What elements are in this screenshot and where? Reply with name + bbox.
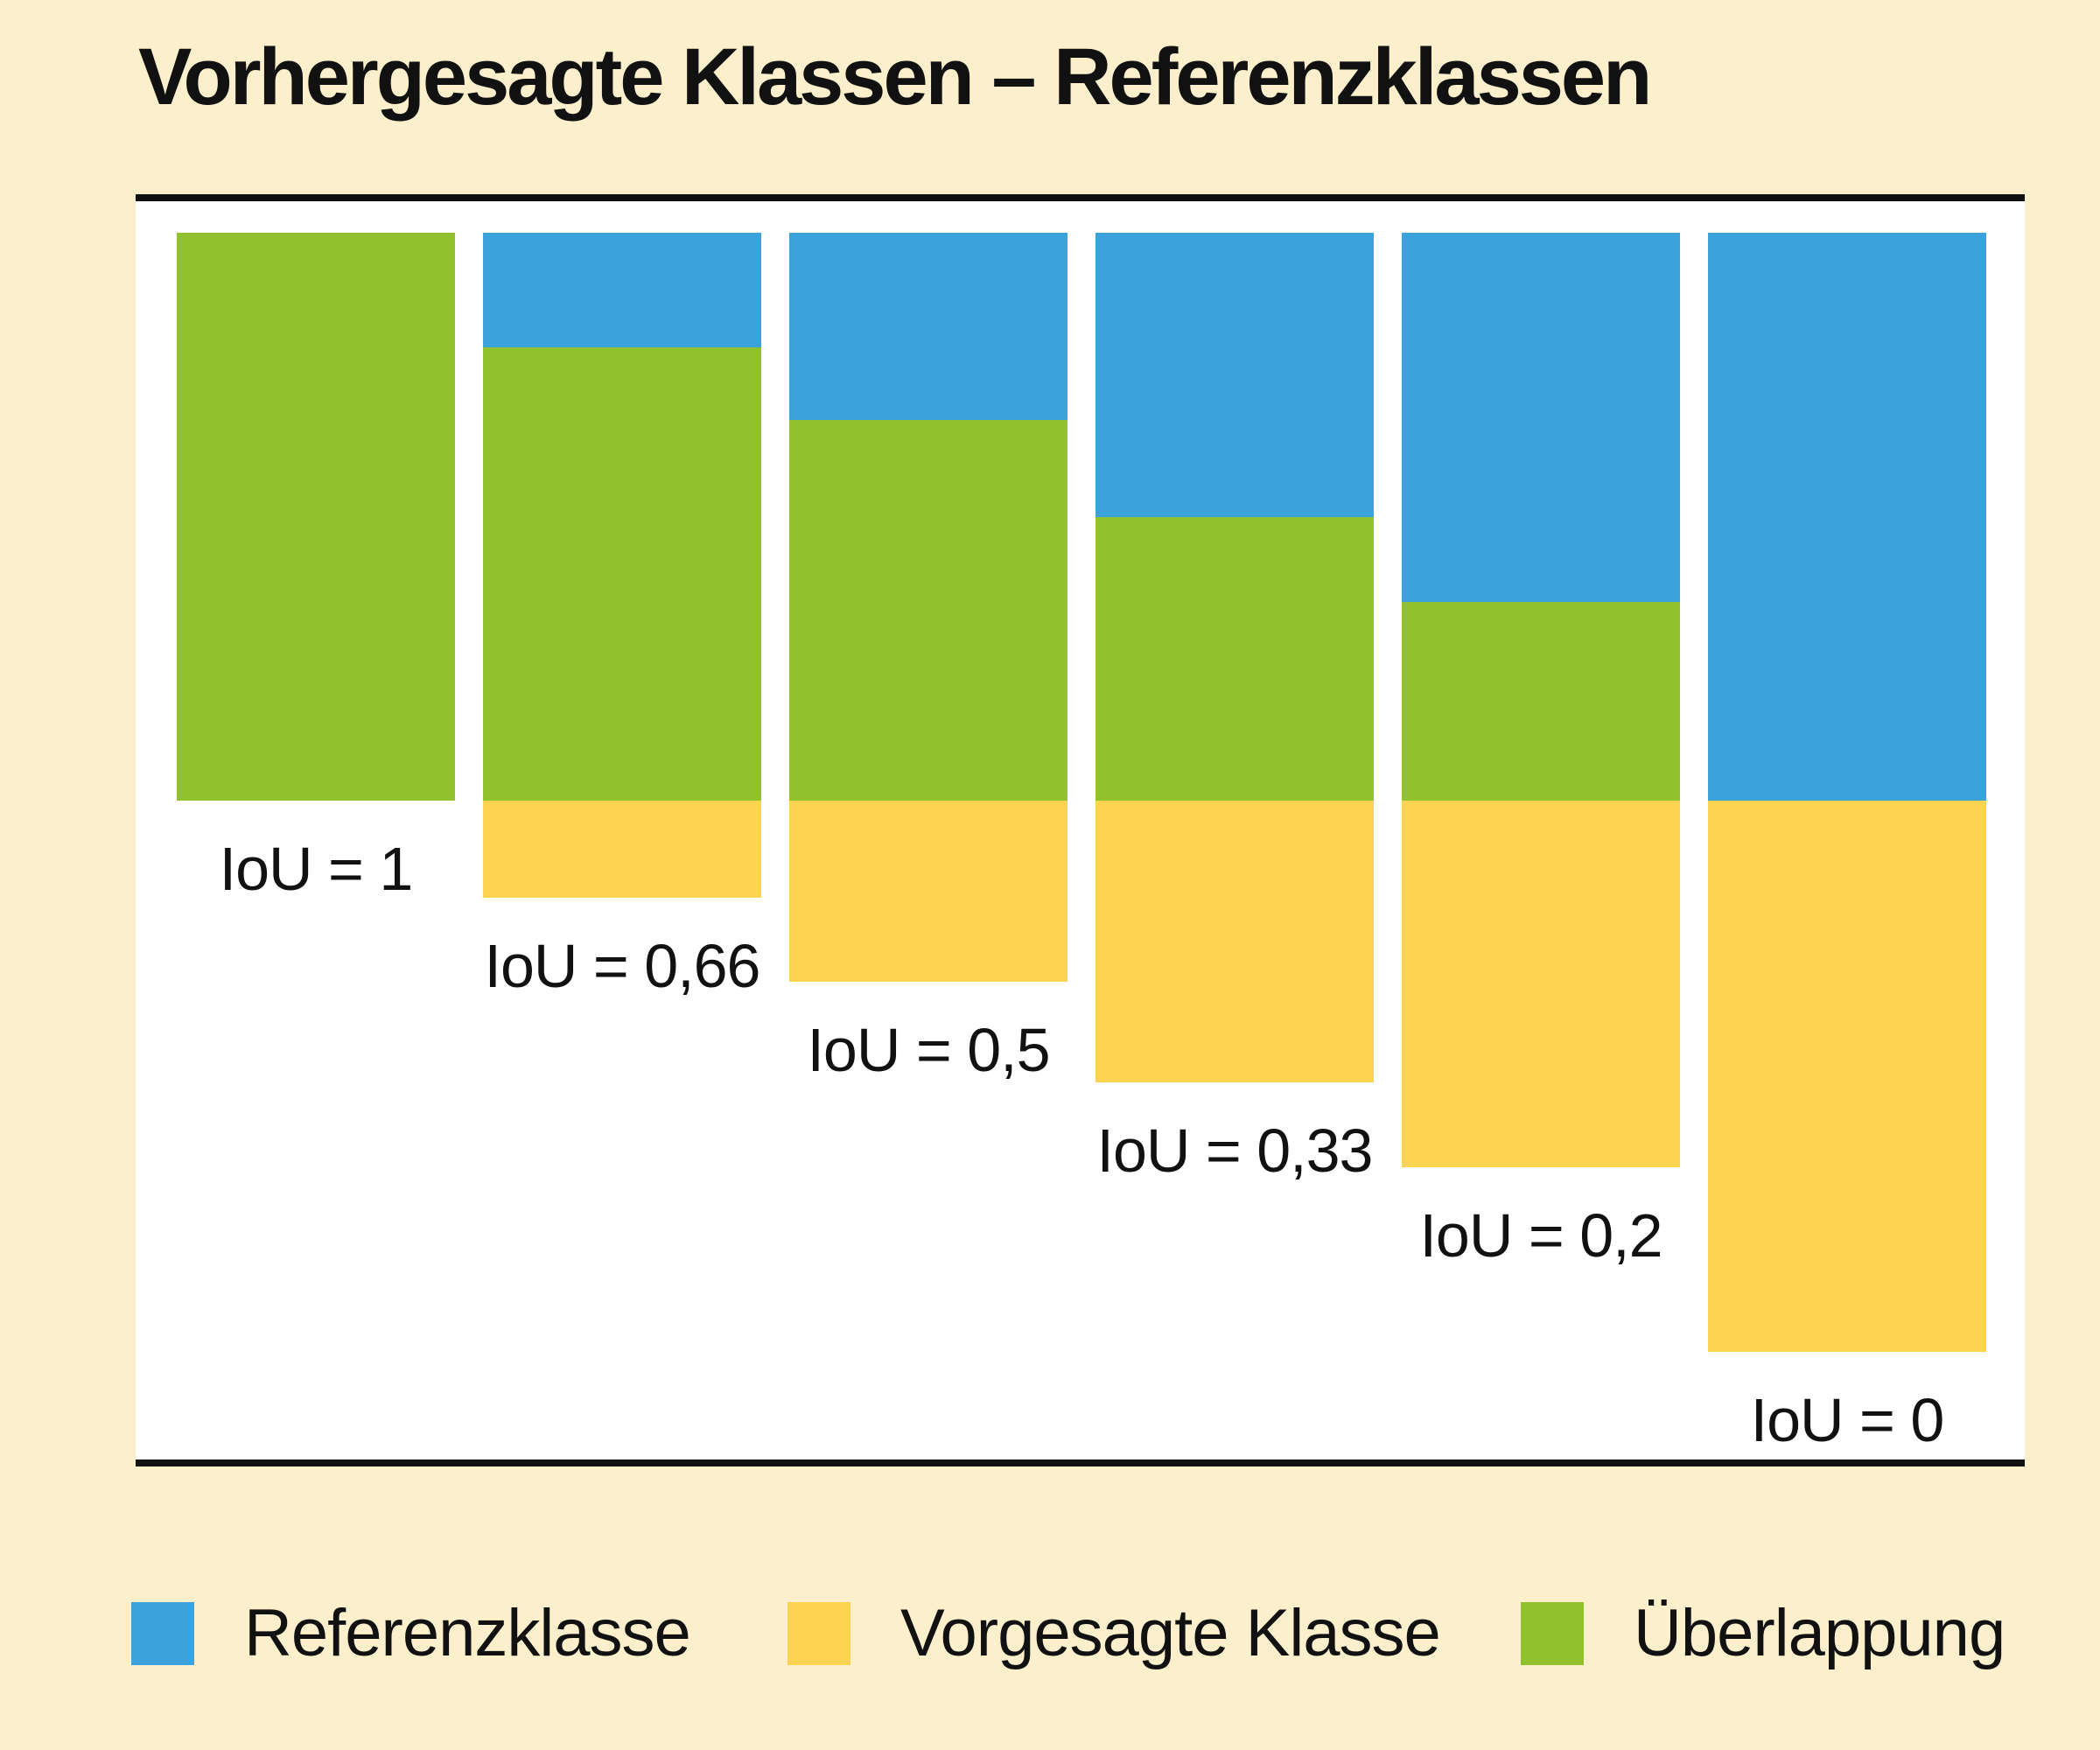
- legend-swatch-icon: [788, 1602, 850, 1665]
- bar-segment-overlap: [1402, 602, 1680, 801]
- bar-label: IoU = 0,33: [1096, 1116, 1374, 1185]
- legend-swatch-icon: [1521, 1602, 1584, 1665]
- bar-segment-reference: [483, 233, 761, 347]
- bar-segment-predicted: [1402, 801, 1680, 1167]
- bar-segment-predicted: [1096, 801, 1374, 1082]
- bar: IoU = 0: [1708, 233, 1986, 1454]
- bar: IoU = 1: [177, 233, 455, 903]
- bar-label: IoU = 1: [219, 835, 414, 903]
- bar-segment-predicted: [1708, 801, 1986, 1352]
- bar-segment-predicted: [789, 801, 1068, 982]
- legend-item: Referenzklasse: [131, 1596, 691, 1670]
- chart-panel: IoU = 1 IoU = 0,66 IoU = 0,5 IoU = 0,33 IoU …: [136, 194, 2025, 1466]
- bar: IoU = 0,66: [483, 233, 761, 1000]
- bars-container: IoU = 1 IoU = 0,66 IoU = 0,5 IoU = 0,33 IoU …: [136, 201, 2025, 1460]
- bar-segment-predicted: [483, 801, 761, 898]
- bar-label: IoU = 0: [1750, 1386, 1945, 1454]
- bar-segment-reference: [1402, 233, 1680, 602]
- legend-label: Referenzklasse: [244, 1596, 691, 1670]
- legend-swatch-icon: [131, 1602, 194, 1665]
- bar-label: IoU = 0,5: [807, 1016, 1050, 1084]
- bar-segment-reference: [1096, 233, 1374, 517]
- bar-segment-overlap: [177, 233, 455, 801]
- legend-label: Überlappung: [1634, 1596, 2006, 1670]
- bar-segment-reference: [1708, 233, 1986, 801]
- bar-segment-reference: [789, 233, 1068, 420]
- figure-title: Vorhergesagte Klassen – Referenzklassen: [138, 32, 1652, 122]
- legend-item: Überlappung: [1521, 1596, 2006, 1670]
- bar-label: IoU = 0,66: [484, 932, 761, 1000]
- bar-label: IoU = 0,2: [1419, 1201, 1662, 1270]
- bar: IoU = 0,33: [1096, 233, 1374, 1185]
- bar: IoU = 0,5: [789, 233, 1068, 1084]
- legend-item: Vorgesagte Klasse: [788, 1596, 1441, 1670]
- bar-segment-overlap: [483, 347, 761, 801]
- legend-label: Vorgesagte Klasse: [900, 1596, 1441, 1670]
- bar: IoU = 0,2: [1402, 233, 1680, 1270]
- bar-segment-overlap: [1096, 517, 1374, 801]
- bar-segment-overlap: [789, 420, 1068, 801]
